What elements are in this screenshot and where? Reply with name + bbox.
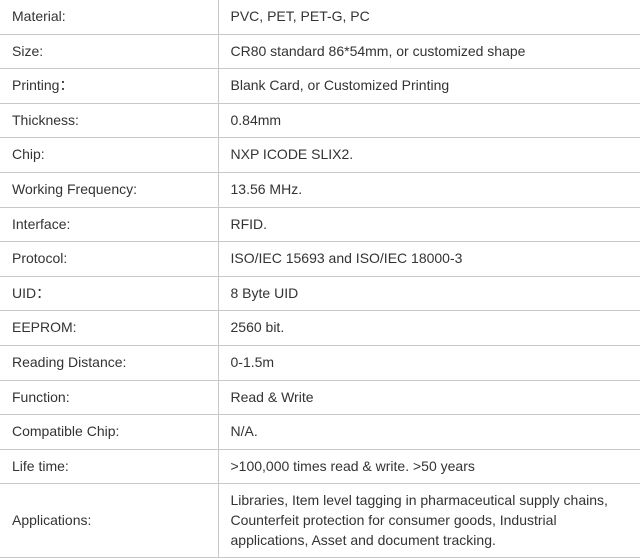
spec-label: EEPROM: xyxy=(0,311,218,346)
table-row: Compatible Chip: N/A. xyxy=(0,415,640,450)
spec-label: Life time: xyxy=(0,449,218,484)
spec-label: Working Frequency: xyxy=(0,172,218,207)
spec-value: CR80 standard 86*54mm, or customized sha… xyxy=(218,34,640,69)
spec-label: Compatible Chip: xyxy=(0,415,218,450)
table-row: Reading Distance: 0-1.5m xyxy=(0,345,640,380)
spec-table-body: Material: PVC, PET, PET-G, PC Size: CR80… xyxy=(0,0,640,558)
spec-label: Thickness: xyxy=(0,103,218,138)
spec-label: Printing： xyxy=(0,69,218,104)
spec-value: Libraries, Item level tagging in pharmac… xyxy=(218,484,640,558)
table-row: Chip: NXP ICODE SLIX2. xyxy=(0,138,640,173)
table-row: Protocol: ISO/IEC 15693 and ISO/IEC 1800… xyxy=(0,242,640,277)
spec-value: 8 Byte UID xyxy=(218,276,640,311)
spec-label: Applications: xyxy=(0,484,218,558)
spec-value: Read & Write xyxy=(218,380,640,415)
table-row: Size: CR80 standard 86*54mm, or customiz… xyxy=(0,34,640,69)
table-row: Applications: Libraries, Item level tagg… xyxy=(0,484,640,558)
spec-value: RFID. xyxy=(218,207,640,242)
table-row: Working Frequency: 13.56 MHz. xyxy=(0,172,640,207)
spec-value: ISO/IEC 15693 and ISO/IEC 18000-3 xyxy=(218,242,640,277)
spec-value: Blank Card, or Customized Printing xyxy=(218,69,640,104)
spec-label: Material: xyxy=(0,0,218,34)
spec-table: Material: PVC, PET, PET-G, PC Size: CR80… xyxy=(0,0,640,558)
table-row: Thickness: 0.84mm xyxy=(0,103,640,138)
spec-label: Reading Distance: xyxy=(0,345,218,380)
table-row: Life time: >100,000 times read & write. … xyxy=(0,449,640,484)
spec-label: Size: xyxy=(0,34,218,69)
table-row: Function: Read & Write xyxy=(0,380,640,415)
spec-label: UID： xyxy=(0,276,218,311)
table-row: Interface: RFID. xyxy=(0,207,640,242)
spec-label: Interface: xyxy=(0,207,218,242)
spec-label: Function: xyxy=(0,380,218,415)
spec-value: 0.84mm xyxy=(218,103,640,138)
spec-value: 2560 bit. xyxy=(218,311,640,346)
table-row: EEPROM: 2560 bit. xyxy=(0,311,640,346)
table-row: UID： 8 Byte UID xyxy=(0,276,640,311)
spec-value: NXP ICODE SLIX2. xyxy=(218,138,640,173)
spec-value: N/A. xyxy=(218,415,640,450)
spec-value: 13.56 MHz. xyxy=(218,172,640,207)
spec-label: Protocol: xyxy=(0,242,218,277)
spec-value: >100,000 times read & write. >50 years xyxy=(218,449,640,484)
spec-value: 0-1.5m xyxy=(218,345,640,380)
spec-label: Chip: xyxy=(0,138,218,173)
table-row: Printing： Blank Card, or Customized Prin… xyxy=(0,69,640,104)
spec-value: PVC, PET, PET-G, PC xyxy=(218,0,640,34)
table-row: Material: PVC, PET, PET-G, PC xyxy=(0,0,640,34)
